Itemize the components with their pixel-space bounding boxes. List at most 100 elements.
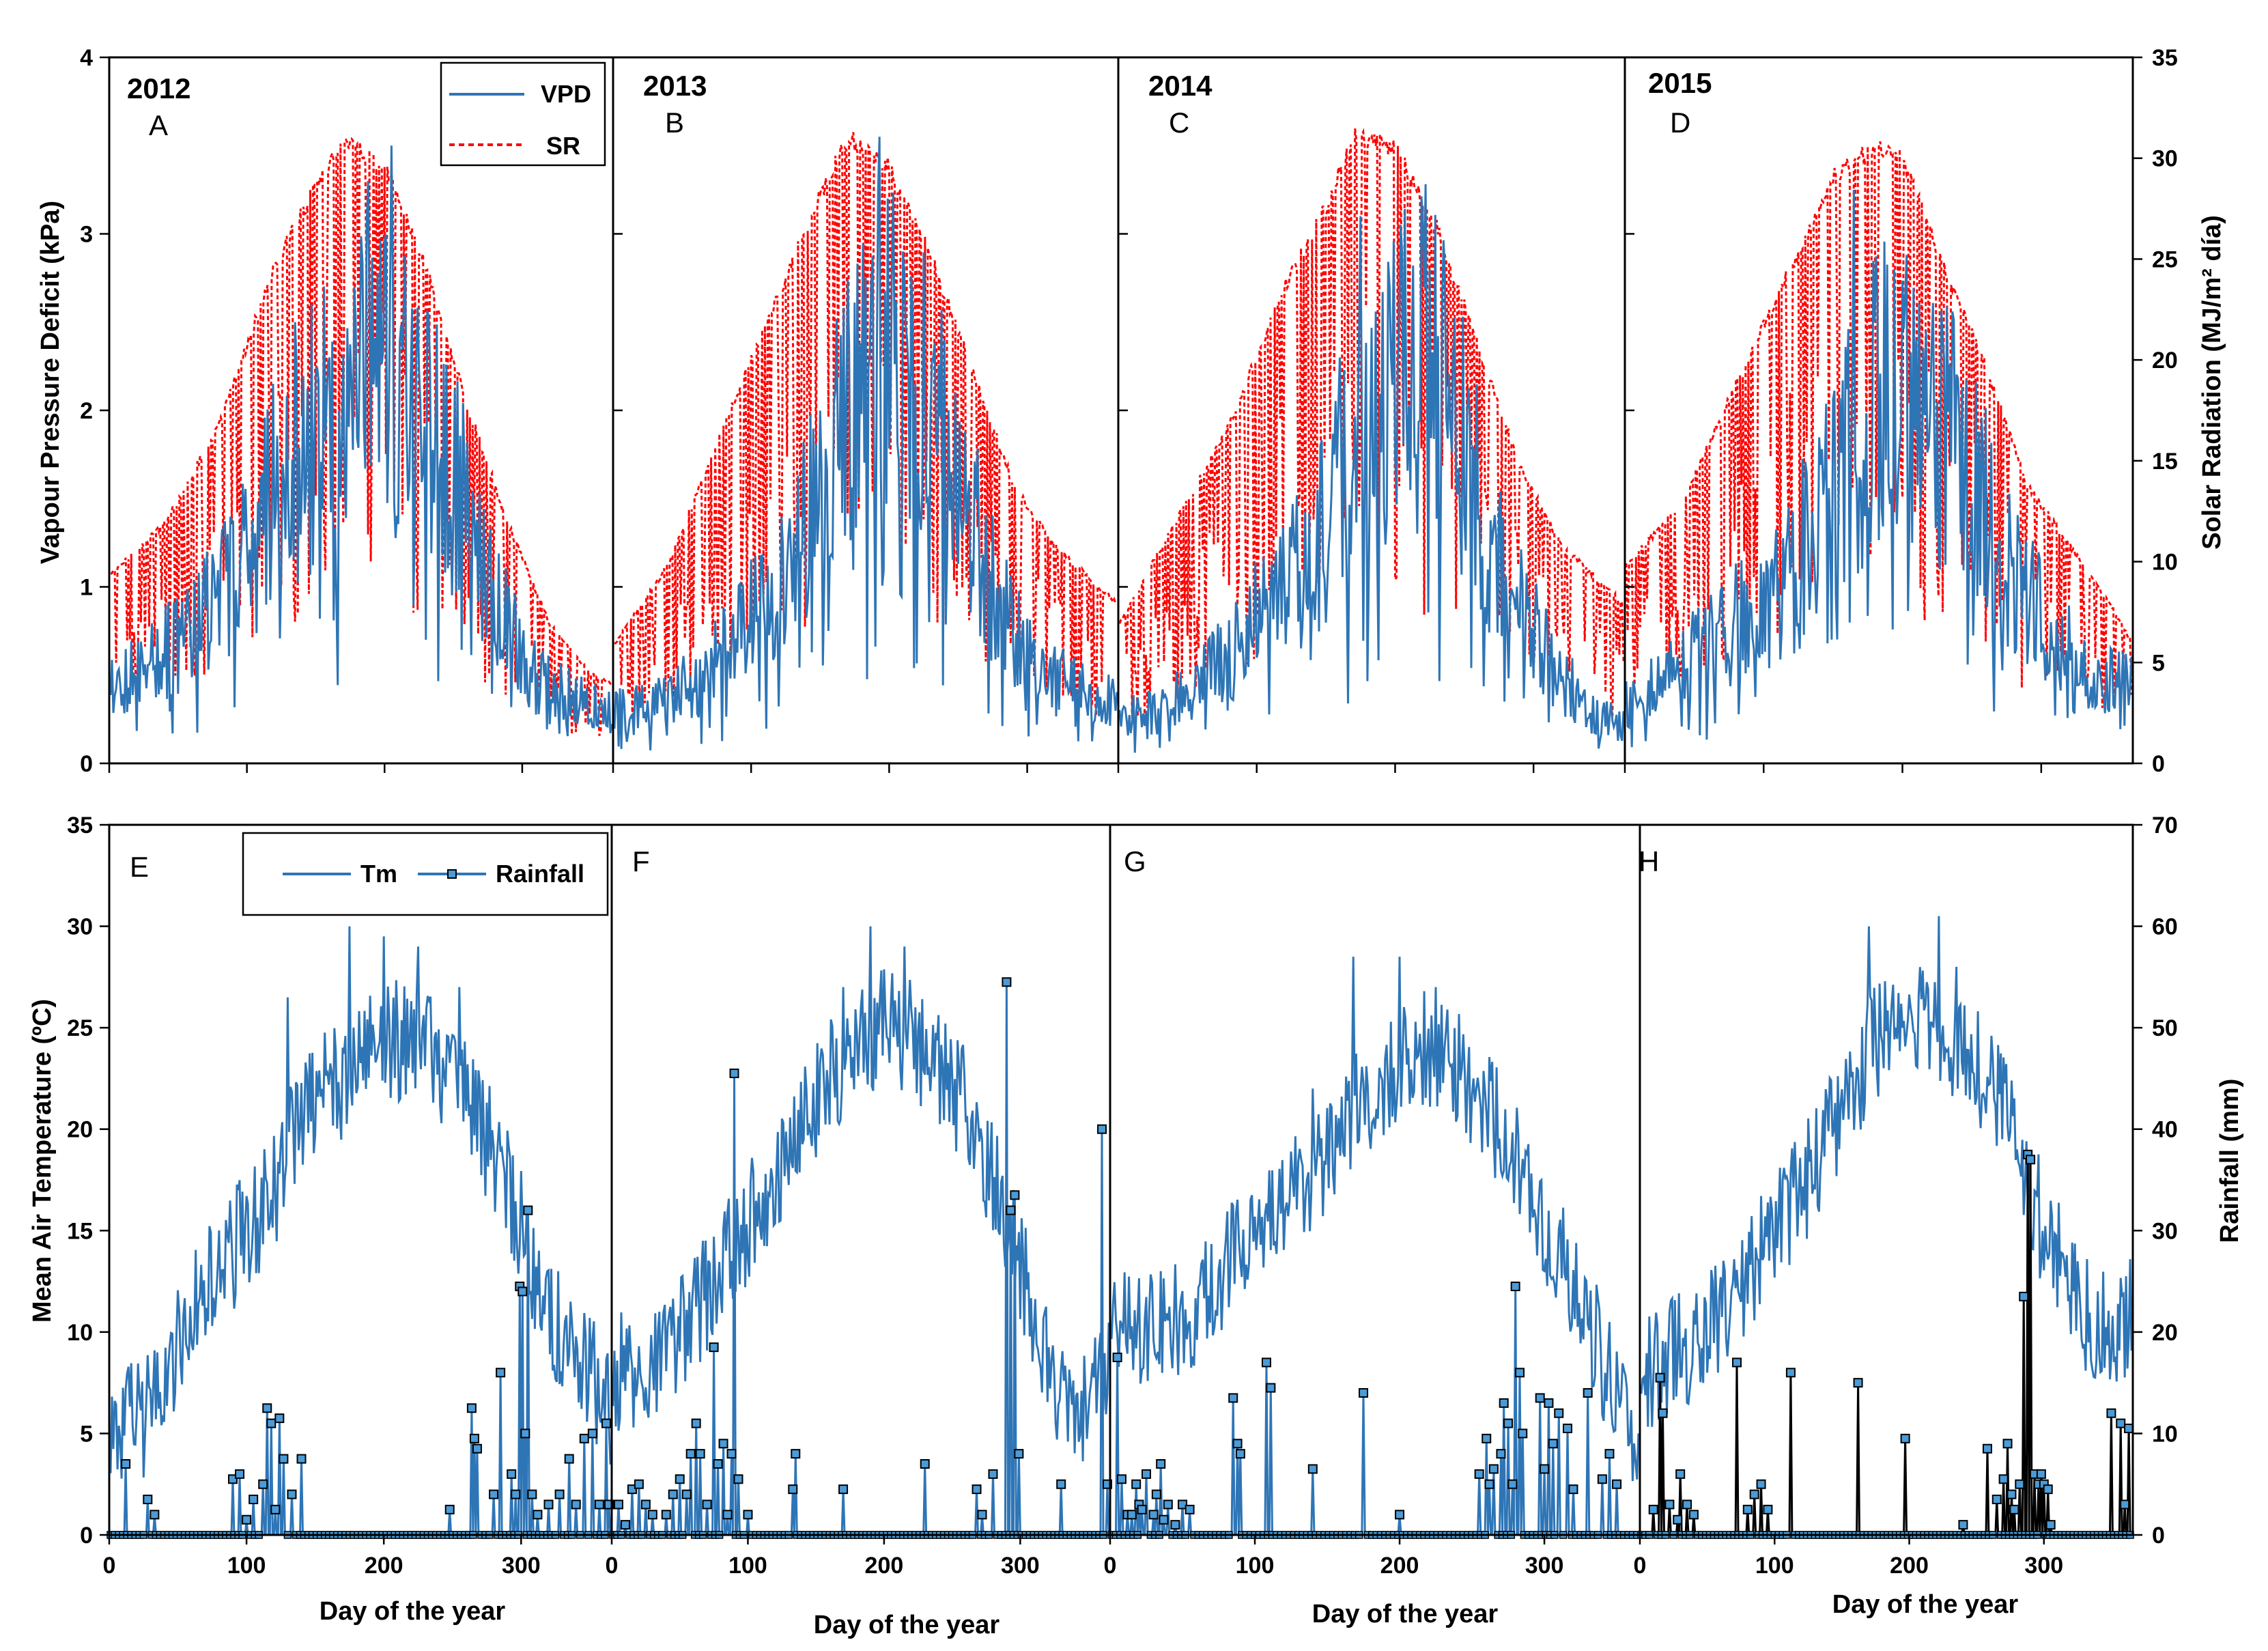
rainfall-marker bbox=[1675, 1469, 1686, 1479]
rainfall-marker bbox=[702, 1499, 712, 1510]
rainfall-marker bbox=[1688, 1510, 1699, 1520]
rainfall-marker bbox=[1112, 1353, 1122, 1362]
bottom-right-tick-label: 20 bbox=[2152, 1320, 2178, 1346]
tm-series-f bbox=[612, 926, 1110, 1462]
rainfall-marker bbox=[634, 1479, 644, 1489]
top-right-tick-label: 30 bbox=[2152, 146, 2178, 172]
rainfall-marker bbox=[1261, 1357, 1271, 1368]
rainfall-marker bbox=[1518, 1428, 1528, 1439]
rainfall-marker bbox=[1056, 1479, 1066, 1489]
rainfall-marker bbox=[571, 1499, 581, 1510]
rainfall-marker bbox=[287, 1489, 297, 1499]
rainfall-marker bbox=[2116, 1418, 2126, 1428]
rainfall-marker bbox=[121, 1459, 131, 1469]
top-left-tick-label: 0 bbox=[80, 751, 93, 777]
vpd-series-2012 bbox=[109, 145, 613, 737]
top-legend: VPD SR bbox=[440, 61, 606, 167]
rainfall-marker bbox=[242, 1514, 252, 1525]
rainfall-marker bbox=[1612, 1479, 1622, 1489]
rainfall-marker bbox=[691, 1418, 701, 1428]
rainfall-marker bbox=[1604, 1449, 1615, 1459]
legend-tm-label: Tm bbox=[360, 860, 397, 888]
tm-series-g bbox=[1110, 957, 1640, 1482]
rainfall-marker bbox=[507, 1469, 517, 1479]
rainfall-marker bbox=[511, 1489, 521, 1499]
rainfall-marker bbox=[143, 1495, 153, 1504]
rainfall-marker bbox=[1763, 1504, 1773, 1514]
rainfall-marker bbox=[1535, 1393, 1545, 1403]
bottom-x-tick-label: 300 bbox=[1001, 1553, 1040, 1579]
rainfall-marker bbox=[496, 1368, 506, 1378]
rainfall-marker bbox=[1756, 1479, 1766, 1489]
rainfall-marker bbox=[1178, 1499, 1188, 1510]
rainfall-marker bbox=[1515, 1368, 1525, 1378]
bottom-x-tick-label: 300 bbox=[1525, 1553, 1564, 1579]
rainfall-marker bbox=[791, 1449, 801, 1459]
rainfall-marker bbox=[1664, 1499, 1675, 1510]
rainfall-marker bbox=[1544, 1398, 1554, 1408]
rainfall-marker bbox=[2036, 1469, 2046, 1479]
bottom-x-tick-label: 100 bbox=[227, 1553, 266, 1579]
rainfall-marker bbox=[1499, 1398, 1509, 1408]
rainfall-marker bbox=[729, 1069, 739, 1078]
rainfall-marker bbox=[520, 1428, 530, 1439]
bottom-left-tick-label: 0 bbox=[80, 1523, 93, 1549]
rainfall-marker bbox=[1359, 1388, 1369, 1398]
rainfall-marker bbox=[150, 1510, 160, 1520]
rainfall-marker bbox=[1482, 1433, 1492, 1443]
rainfall-marker bbox=[709, 1342, 719, 1353]
top-left-tick-label: 4 bbox=[80, 45, 93, 71]
rainfall-marker bbox=[972, 1484, 982, 1495]
rainfall-marker bbox=[718, 1439, 728, 1449]
bottom-x-tick-label: 200 bbox=[365, 1553, 403, 1579]
rainfall-marker bbox=[1554, 1408, 1564, 1418]
rainfall-marker bbox=[1958, 1520, 1968, 1530]
legend-rainfall-label: Rainfall bbox=[496, 860, 584, 888]
rainfall-marker bbox=[1163, 1499, 1173, 1510]
rainfall-marker bbox=[1548, 1439, 1558, 1449]
rainfall-marker bbox=[1982, 1443, 1992, 1454]
sr-series-2014 bbox=[1118, 128, 1625, 719]
panel-letter-f: F bbox=[632, 845, 650, 877]
bottom-x-tick-label: 100 bbox=[728, 1553, 767, 1579]
rainfall-marker bbox=[668, 1489, 678, 1499]
top-legend-box bbox=[440, 61, 606, 167]
rainfall-marker bbox=[469, 1433, 479, 1443]
rainfall-marker bbox=[2009, 1504, 2019, 1514]
vpd-series-2013 bbox=[613, 137, 1118, 750]
rainfall-marker bbox=[1540, 1464, 1550, 1474]
rainfall-marker bbox=[620, 1520, 630, 1530]
rainfall-marker bbox=[647, 1510, 657, 1520]
rainfall-marker bbox=[235, 1469, 245, 1479]
rainfall-marker bbox=[1562, 1424, 1572, 1433]
bottom-right-tick-label: 50 bbox=[2152, 1015, 2178, 1041]
top-left-tick-label: 3 bbox=[80, 222, 93, 248]
rainfall-marker bbox=[594, 1499, 604, 1510]
top-left-axis-label: Vapour Pressure Deficit (kPa) bbox=[36, 201, 65, 564]
rainfall-marker bbox=[1151, 1489, 1161, 1499]
rainfall-marker bbox=[1488, 1464, 1499, 1474]
top-right-tick-label: 15 bbox=[2152, 449, 2178, 475]
bottom-left-tick-label: 25 bbox=[67, 1015, 93, 1041]
rainfall-marker bbox=[988, 1469, 998, 1479]
rainfall-marker bbox=[1156, 1459, 1166, 1469]
rainfall-marker bbox=[1658, 1408, 1668, 1418]
top-right-tick-label: 10 bbox=[2152, 550, 2178, 576]
bottom-left-tick-label: 30 bbox=[67, 914, 93, 940]
rainfall-marker bbox=[2045, 1520, 2056, 1530]
rainfall-marker bbox=[1116, 1474, 1126, 1484]
top-row-chart: 0 1 2 3 4 0 5 10 15 20 25 30 35 Vapour Pressure Defi… bbox=[36, 45, 2226, 777]
rainfall-marker bbox=[1159, 1514, 1169, 1525]
rainfall-marker bbox=[920, 1459, 930, 1469]
rainfall-marker bbox=[1785, 1368, 1796, 1378]
rainfall-marker bbox=[527, 1489, 537, 1499]
rainfall-marker bbox=[543, 1499, 554, 1510]
rainfall-marker bbox=[1014, 1449, 1024, 1459]
rainfall-marker bbox=[1673, 1514, 1683, 1525]
rainfall-marker bbox=[1142, 1469, 1152, 1479]
rainfall-marker bbox=[564, 1454, 574, 1464]
vpd-series-2015 bbox=[1625, 189, 2133, 748]
year-label-2012: 2012 bbox=[127, 72, 190, 104]
rainfall-marker bbox=[733, 1474, 743, 1484]
